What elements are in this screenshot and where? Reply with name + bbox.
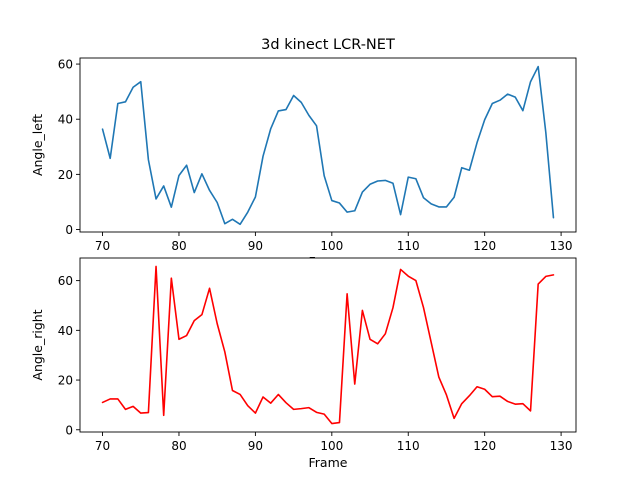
top-x-tick-label: 130: [550, 239, 573, 253]
top-y-tick-label: 20: [58, 168, 73, 182]
chart-title: 3d kinect LCR-NET: [261, 37, 395, 53]
bottom-x-tick-label: 100: [320, 439, 343, 453]
top-x-tick-label: 90: [248, 239, 263, 253]
top-y-tick-label: 0: [65, 223, 73, 237]
bottom-x-tick-label: 80: [171, 439, 186, 453]
bottom-y-tick-label: 60: [58, 274, 73, 288]
x-axis-label-bottom: Frame: [309, 455, 348, 470]
bottom-x-tick-label: 90: [248, 439, 263, 453]
top-y-tick-label: 40: [58, 113, 73, 127]
top-x-tick-label: 120: [473, 239, 496, 253]
axes-ticks-bottom: 70 80 90 100 110 120 130 0 20 40 60: [58, 274, 573, 453]
bottom-y-tick-label: 20: [58, 374, 73, 388]
series-line-angle-right: [101, 265, 555, 425]
y-axis-label-bottom: Angle_right: [30, 309, 45, 380]
y-axis-label-top: Angle_left: [30, 114, 45, 176]
series-line-angle-left: [101, 65, 555, 226]
subplot-angle-right: 70 80 90 100 110 120 130 0 20 40 60 Angle_right Fr…: [30, 257, 577, 470]
bottom-x-tick-label: 110: [397, 439, 420, 453]
bottom-y-tick-label: 0: [65, 423, 73, 437]
bottom-x-tick-label: 120: [473, 439, 496, 453]
top-x-tick-label: 80: [171, 239, 186, 253]
axes-ticks-top: 70 80 90 100 110 120 130 0 20 40 60: [58, 58, 573, 253]
bottom-x-tick-label: 130: [550, 439, 573, 453]
top-x-tick-label: 70: [95, 239, 110, 253]
bottom-x-tick-label: 70: [95, 439, 110, 453]
plot-frame-top: [79, 57, 577, 233]
top-x-tick-label: 110: [397, 239, 420, 253]
bottom-y-tick-label: 40: [58, 324, 73, 338]
top-x-tick-label: 100: [320, 239, 343, 253]
top-y-tick-label: 60: [58, 58, 73, 72]
